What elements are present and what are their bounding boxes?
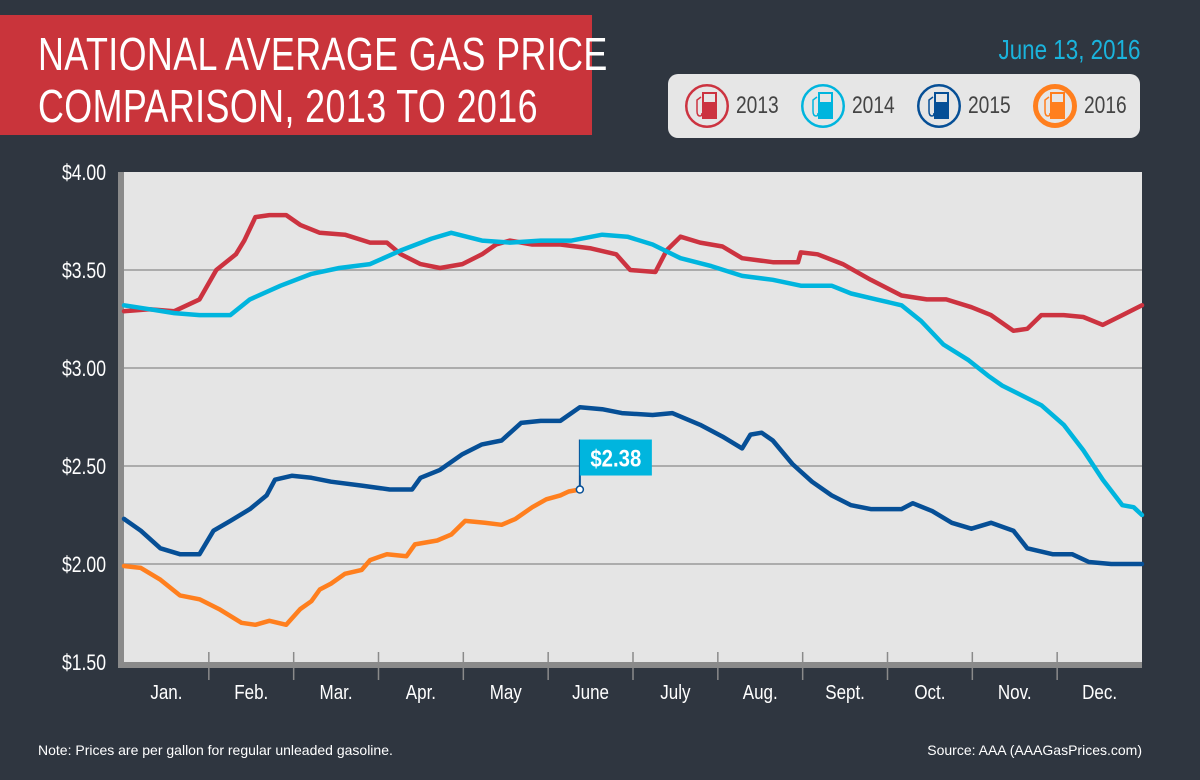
x-tick-label: Aug. — [743, 681, 778, 704]
legend-item-2014: 2014 — [798, 82, 905, 130]
x-tick-label: Nov. — [998, 681, 1032, 704]
source-note: Source: AAA (AAAGasPrices.com) — [927, 742, 1142, 758]
annotation-point — [575, 485, 585, 494]
y-tick-label: $4.00 — [62, 161, 106, 185]
annotation-label: $2.38 — [590, 445, 641, 472]
series-line-2016 — [121, 487, 583, 628]
series-line-2013 — [121, 212, 1145, 334]
gas-pump-icon — [917, 84, 961, 128]
legend-label: 2016 — [1084, 92, 1127, 119]
x-tick-label: Feb. — [234, 681, 268, 704]
x-tick-label: June — [572, 681, 609, 704]
series-line-2015 — [121, 404, 1145, 567]
y-tick-label: $3.00 — [62, 357, 106, 381]
x-tick-label: July — [660, 681, 691, 704]
legend-label: 2014 — [852, 92, 895, 119]
legend: 2013 2014 2015 2016 — [668, 74, 1140, 138]
plot-area — [124, 172, 1142, 662]
x-tick-label: Oct. — [914, 681, 945, 704]
x-tick-label: Mar. — [320, 681, 353, 704]
legend-label: 2013 — [736, 92, 779, 119]
series-line-2014 — [121, 230, 1145, 518]
gas-pump-icon — [801, 84, 845, 128]
y-tick-label: $2.50 — [62, 455, 106, 479]
x-tick-label: Dec. — [1082, 681, 1117, 704]
x-tick-label: May — [490, 681, 523, 704]
y-tick-label: $1.50 — [62, 651, 106, 675]
legend-item-2016: 2016 — [1030, 82, 1137, 130]
legend-label: 2015 — [968, 92, 1011, 119]
gas-pump-icon — [1033, 84, 1077, 128]
legend-item-2013: 2013 — [682, 82, 789, 130]
x-tick-label: Sept. — [825, 681, 865, 704]
chart-title-line-1: NATIONAL AVERAGE GAS PRICE — [38, 28, 608, 80]
x-tick-label: Apr. — [406, 681, 436, 704]
gas-pump-icon — [685, 84, 729, 128]
annotation-flag — [579, 439, 652, 476]
chart-date: June 13, 2016 — [998, 34, 1140, 65]
y-tick-label: $3.50 — [62, 259, 106, 283]
title-banner: NATIONAL AVERAGE GAS PRICE COMPARISON, 2… — [0, 15, 607, 135]
legend-item-2015: 2015 — [914, 82, 1021, 130]
y-tick-label: $2.00 — [62, 553, 106, 577]
footnote: Note: Prices are per gallon for regular … — [38, 742, 393, 758]
x-tick-label: Jan. — [150, 681, 182, 704]
chart-title-line-2: COMPARISON, 2013 TO 2016 — [38, 80, 538, 132]
